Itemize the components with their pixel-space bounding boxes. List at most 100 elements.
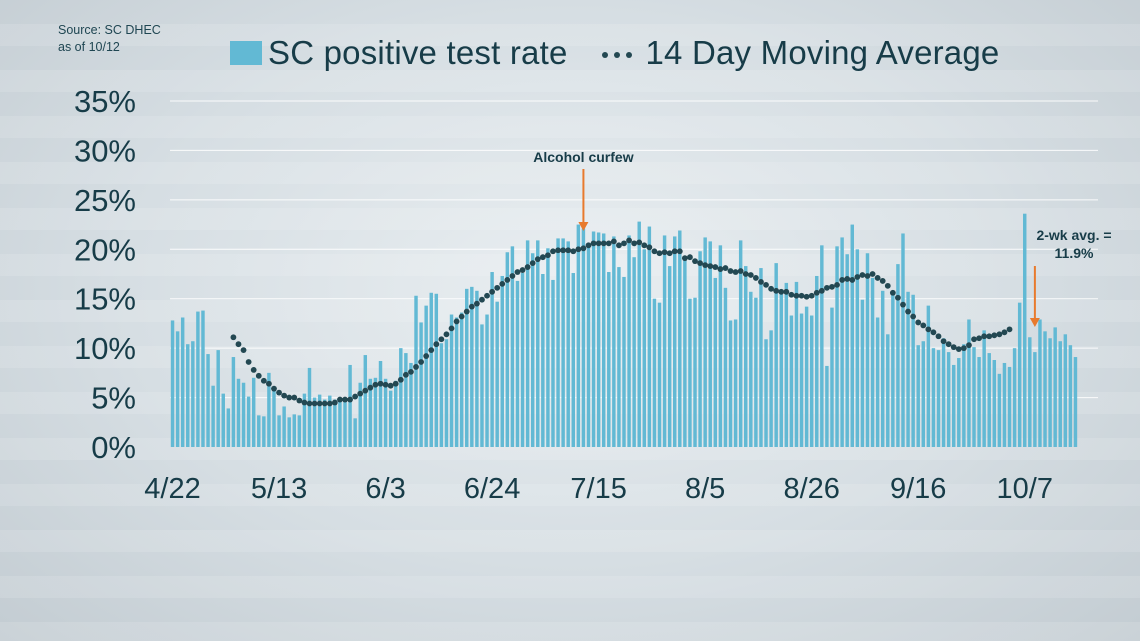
moving-average-point — [758, 279, 764, 285]
bar — [515, 280, 520, 447]
bar — [784, 282, 789, 447]
bar — [637, 221, 641, 447]
bar — [815, 275, 819, 447]
moving-average-point — [428, 347, 435, 354]
moving-average-point — [813, 289, 820, 296]
moving-average-point — [276, 389, 282, 396]
moving-average-point — [281, 392, 288, 399]
moving-average-point — [768, 285, 775, 292]
bar — [921, 341, 926, 447]
moving-average-point — [966, 342, 972, 349]
bar — [698, 251, 702, 447]
moving-average-point — [524, 264, 531, 270]
bar — [901, 233, 905, 447]
y-tick-label: 35% — [74, 84, 136, 119]
moving-average-point — [773, 287, 780, 294]
moving-average-point — [600, 240, 607, 247]
bar — [226, 408, 231, 447]
bar — [723, 287, 728, 447]
moving-average-point — [874, 275, 881, 281]
moving-average-point — [676, 248, 683, 255]
moving-average-point — [448, 325, 455, 332]
x-tick-label: 10/7 — [997, 473, 1053, 505]
bar — [708, 241, 712, 447]
source-line: Source: SC DHEC — [58, 23, 161, 37]
bar — [454, 317, 459, 447]
moving-average-point — [595, 240, 602, 247]
bar — [551, 279, 555, 447]
bar — [536, 240, 540, 447]
moving-average-point — [986, 333, 993, 340]
moving-average-point — [798, 292, 805, 299]
moving-average-point — [1006, 326, 1013, 333]
bar — [424, 305, 428, 447]
moving-average-point — [605, 240, 612, 247]
moving-average-point — [803, 293, 810, 300]
moving-average-point — [331, 399, 338, 406]
moving-average-point — [824, 284, 830, 291]
moving-average-point — [935, 333, 942, 340]
bar — [434, 293, 439, 447]
bar — [1063, 334, 1068, 447]
moving-average-point — [950, 344, 957, 351]
bar — [221, 393, 225, 447]
bar — [678, 230, 682, 447]
x-tick-label: 5/13 — [251, 473, 307, 505]
bar — [612, 236, 616, 447]
moving-average-point — [296, 397, 303, 404]
bar — [1038, 319, 1042, 447]
annotation-two-week-avg-label: 2-wk avg. = — [1036, 227, 1111, 243]
moving-average-point — [458, 313, 465, 320]
bar — [728, 320, 733, 447]
curfew-arrow-head — [578, 222, 589, 231]
bar — [804, 306, 809, 447]
bar — [718, 245, 723, 447]
source-note: Source: SC DHEC as of 10/12 — [58, 22, 161, 56]
bar — [399, 348, 403, 447]
moving-average-point — [534, 256, 541, 263]
x-tick-label: 8/26 — [783, 473, 839, 505]
moving-average-point — [854, 274, 861, 280]
moving-average-point — [402, 371, 409, 378]
legend-bars-label: SC positive test rate — [268, 34, 568, 71]
y-tick-label: 15% — [74, 282, 136, 317]
avg-arrow-head — [1029, 318, 1040, 327]
moving-average-point — [889, 289, 896, 296]
moving-average-point — [829, 283, 835, 290]
bar — [251, 377, 256, 447]
bar — [865, 253, 870, 447]
x-tick-label: 9/16 — [890, 473, 946, 505]
bar — [713, 277, 718, 447]
bar — [576, 224, 581, 447]
y-tick-label: 30% — [74, 133, 136, 168]
moving-average-point — [859, 272, 866, 278]
moving-average-point — [631, 240, 638, 247]
moving-average-point — [737, 268, 744, 274]
moving-average-point — [651, 248, 658, 255]
bar — [926, 305, 931, 447]
moving-average-point — [443, 331, 450, 338]
moving-average-point — [342, 396, 348, 403]
moving-average-point — [722, 265, 729, 271]
y-tick-label: 0% — [91, 430, 136, 465]
bar — [1043, 331, 1047, 447]
bar — [191, 341, 195, 447]
moving-average-point — [610, 238, 617, 245]
bar — [485, 314, 489, 447]
bar — [186, 344, 190, 447]
bar — [693, 297, 697, 447]
bar — [297, 415, 302, 447]
moving-average-point — [702, 262, 709, 269]
moving-average-point — [996, 331, 1003, 338]
bar — [647, 226, 652, 447]
moving-average-point — [479, 296, 485, 303]
bar — [632, 257, 636, 447]
bar — [764, 339, 768, 447]
moving-average-point — [489, 288, 496, 295]
moving-average-point — [230, 334, 237, 341]
moving-average-point — [433, 341, 440, 348]
bar — [987, 353, 991, 447]
bar — [439, 343, 444, 447]
bar — [206, 354, 210, 447]
bar — [500, 275, 504, 447]
